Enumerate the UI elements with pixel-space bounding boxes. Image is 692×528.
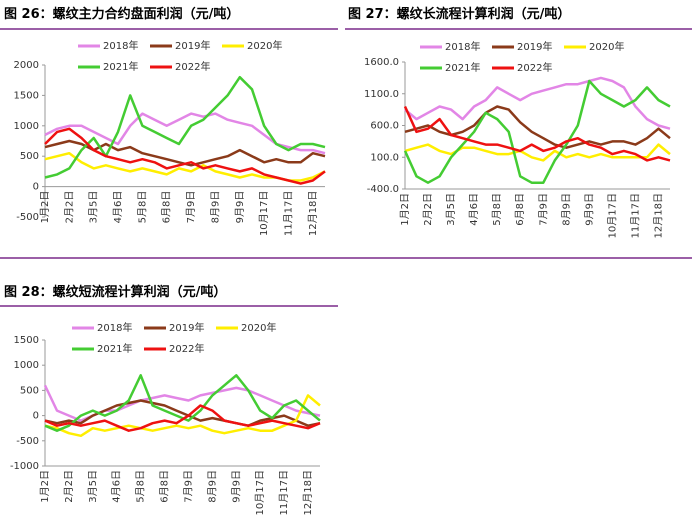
legend-label: 2021年: [97, 342, 132, 355]
legend-label: 2020年: [241, 321, 276, 334]
legend-label: 2022年: [517, 61, 552, 74]
y-tick-label: 600.0: [370, 121, 399, 132]
x-tick-label: 3月5日: [87, 470, 99, 503]
y-tick-label: 2000: [14, 60, 39, 71]
series-line: [44, 127, 326, 185]
x-tick-label: 12月18日: [652, 193, 664, 238]
x-tick-label: 6月8日: [161, 191, 173, 224]
x-tick-label: 2月2日: [63, 470, 75, 503]
x-tick-label: 9月9日: [230, 470, 242, 503]
x-tick-label: 9月9日: [583, 193, 595, 226]
x-tick-label: 11月17日: [278, 470, 290, 515]
series-line: [44, 394, 321, 438]
x-tick-label: 2月2日: [63, 191, 75, 224]
x-tick-label: 4月6日: [468, 193, 480, 226]
legend-label: 2021年: [103, 60, 138, 73]
chart-title: 图 27：螺纹长流程计算利润（元/吨）: [348, 6, 570, 22]
x-tick-label: 8月9日: [206, 470, 218, 503]
legend-label: 2018年: [445, 40, 480, 53]
x-tick-label: 6月8日: [514, 193, 526, 226]
x-tick-label: 5月8日: [135, 470, 147, 503]
chart-title: 图 28：螺纹短流程计算利润（元/吨）: [4, 284, 226, 300]
legend-label: 2020年: [589, 40, 624, 53]
legend-label: 2018年: [103, 39, 138, 52]
x-tick-label: 3月5日: [445, 193, 457, 226]
y-tick-label: 1600.0: [364, 57, 399, 68]
x-tick-label: 5月8日: [491, 193, 503, 226]
x-tick-label: 10月17日: [254, 470, 266, 515]
x-tick-label: 12月18日: [307, 191, 319, 236]
x-tick-label: 11月17日: [629, 193, 641, 238]
y-tick-label: 500: [20, 385, 39, 396]
y-tick-label: -500: [16, 212, 39, 223]
x-tick-label: 11月17日: [282, 191, 294, 236]
x-tick-label: 7月9日: [185, 191, 197, 224]
x-tick-label: 2月2日: [422, 193, 434, 226]
legend-label: 2022年: [175, 60, 210, 73]
x-tick-label: 1月2日: [399, 193, 411, 226]
y-tick-label: 0: [33, 411, 39, 422]
x-tick-label: 4月6日: [111, 470, 123, 503]
chart-title: 图 26：螺纹主力合约盘面利润（元/吨）: [4, 6, 239, 22]
x-tick-label: 1月2日: [39, 470, 51, 503]
legend-label: 2019年: [169, 321, 204, 334]
y-tick-label: 1000: [14, 121, 39, 132]
legend-label: 2022年: [169, 342, 204, 355]
y-tick-label: 500: [20, 151, 39, 162]
x-tick-label: 10月17日: [606, 193, 618, 238]
series-line: [403, 105, 671, 162]
y-tick-label: 100.0: [370, 152, 399, 163]
x-tick-label: 4月6日: [112, 191, 124, 224]
x-tick-label: 8月9日: [560, 193, 572, 226]
x-tick-label: 8月9日: [209, 191, 221, 224]
y-tick-label: -1000: [10, 461, 39, 472]
series-line: [43, 384, 321, 422]
legend-label: 2018年: [97, 321, 132, 334]
series-line: [404, 143, 671, 162]
x-tick-label: 6月8日: [159, 470, 171, 503]
x-tick-label: 7月9日: [182, 470, 194, 503]
x-tick-label: 7月9日: [537, 193, 549, 226]
legend-label: 2019年: [517, 40, 552, 53]
y-tick-label: 1500: [14, 90, 39, 101]
y-tick-label: 1500: [14, 335, 39, 346]
x-tick-label: 10月17日: [258, 191, 270, 236]
x-tick-label: 1月2日: [39, 191, 51, 224]
y-tick-label: -500: [16, 436, 39, 447]
series-line: [403, 79, 671, 184]
y-tick-label: 0: [33, 182, 39, 193]
series-line: [44, 404, 321, 432]
x-tick-label: 12月18日: [302, 470, 314, 515]
y-tick-label: 1000: [14, 360, 39, 371]
x-tick-label: 5月8日: [136, 191, 148, 224]
x-tick-label: 9月9日: [234, 191, 246, 224]
series-line: [44, 75, 326, 179]
y-tick-label: 1100.0: [364, 89, 399, 100]
x-tick-label: 3月5日: [88, 191, 100, 224]
legend-label: 2019年: [175, 39, 210, 52]
legend-label: 2021年: [445, 61, 480, 74]
series-line: [404, 76, 671, 130]
series-line: [44, 151, 326, 182]
legend-label: 2020年: [247, 39, 282, 52]
y-tick-label: -400.0: [367, 184, 399, 195]
